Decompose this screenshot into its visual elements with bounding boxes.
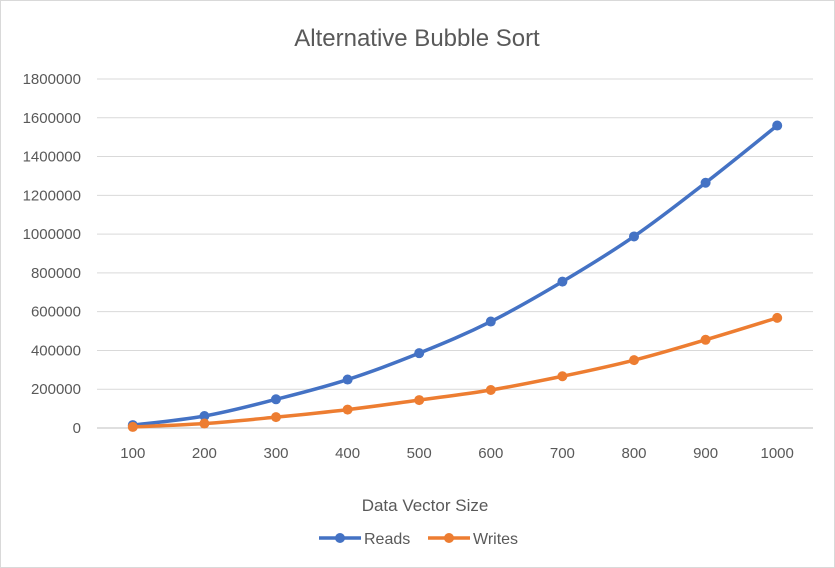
data-point-reads	[414, 348, 425, 359]
data-point-writes	[629, 355, 639, 366]
data-point-writes	[772, 312, 783, 323]
data-point-reads	[485, 316, 496, 327]
x-axis-title: Data Vector Size	[362, 496, 489, 515]
series-line-reads	[131, 123, 779, 427]
legend-marker-reads	[335, 533, 345, 543]
legend-item-reads: Reads	[319, 531, 410, 548]
x-tick-label: 300	[263, 445, 288, 462]
data-point-writes	[414, 395, 425, 406]
data-point-reads	[342, 374, 353, 385]
data-point-writes	[485, 384, 496, 395]
y-axis-ticks: 0 200000 400000 600000 800000 1000000 1200000 1…	[23, 71, 81, 437]
x-tick-label: 600	[478, 445, 503, 462]
gridlines	[97, 78, 813, 429]
data-point-writes	[271, 412, 281, 423]
x-tick-label: 400	[335, 445, 360, 462]
data-point-writes	[199, 418, 210, 429]
x-tick-label: 500	[407, 445, 432, 462]
data-point-reads	[199, 410, 210, 421]
legend-label-reads: Reads	[364, 531, 410, 548]
series-line-writes	[131, 316, 779, 429]
y-tick-label: 0	[73, 420, 81, 437]
y-tick-label: 800000	[31, 265, 81, 282]
legend: Reads Writes	[319, 531, 518, 548]
series-writes	[127, 312, 783, 432]
data-point-writes	[700, 334, 711, 345]
y-tick-label: 1000000	[23, 226, 81, 243]
chart-title: Alternative Bubble Sort	[294, 25, 540, 52]
series-reads	[127, 120, 783, 431]
data-point-writes	[557, 371, 568, 382]
y-tick-label: 200000	[31, 381, 81, 398]
data-point-reads	[772, 120, 783, 131]
x-tick-label: 700	[550, 445, 575, 462]
legend-marker-writes	[444, 533, 454, 543]
data-point-reads	[629, 231, 639, 242]
y-tick-label: 1800000	[23, 71, 81, 88]
x-tick-label: 1000	[761, 445, 794, 462]
y-tick-label: 600000	[31, 304, 81, 321]
y-tick-label: 1400000	[23, 149, 81, 166]
x-tick-label: 100	[120, 445, 145, 462]
y-tick-label: 400000	[31, 342, 81, 359]
data-point-reads	[271, 394, 281, 405]
y-tick-label: 1600000	[23, 110, 81, 127]
x-tick-label: 200	[192, 445, 217, 462]
x-axis-ticks: 100 200 300 400 500 600 700 800 900 1000	[120, 445, 794, 462]
data-point-reads	[557, 276, 568, 287]
series-layer	[127, 120, 783, 432]
y-tick-label: 1200000	[23, 187, 81, 204]
legend-item-writes: Writes	[428, 531, 518, 548]
x-tick-label: 800	[621, 445, 646, 462]
legend-label-writes: Writes	[473, 531, 518, 548]
data-point-reads	[700, 177, 711, 188]
x-tick-label: 900	[693, 445, 718, 462]
data-point-writes	[342, 404, 353, 415]
data-point-writes	[127, 421, 138, 432]
